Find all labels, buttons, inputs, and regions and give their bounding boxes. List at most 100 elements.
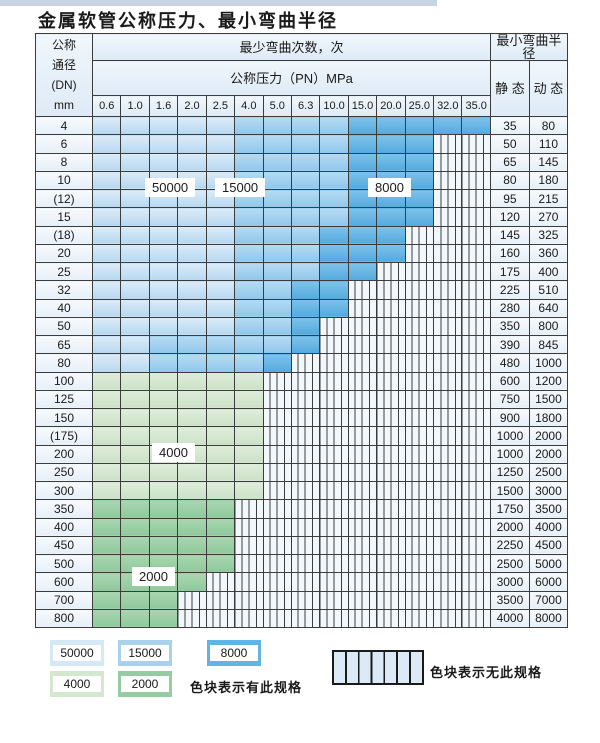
pressure-col-5.0: 5.0	[262, 95, 292, 117]
spec-cell	[120, 152, 150, 172]
spec-cell	[120, 426, 150, 446]
spec-cell	[177, 225, 207, 245]
dynamic-radius-cell: 2000	[528, 426, 568, 446]
nospec-cell	[376, 371, 406, 391]
nospec-cell	[319, 480, 349, 501]
spec-cell	[262, 353, 292, 373]
nospec-cell	[461, 608, 491, 629]
pressure-col-1.0: 1.0	[120, 95, 150, 117]
dynamic-radius-cell: 1000	[528, 353, 568, 373]
spec-cell	[177, 353, 207, 373]
spec-cell	[148, 608, 179, 629]
nospec-cell	[461, 334, 491, 355]
spec-cell	[205, 389, 236, 410]
spec-cell	[205, 499, 236, 519]
nospec-cell	[461, 170, 491, 191]
spec-cell	[290, 207, 321, 227]
spec-cell	[205, 298, 236, 318]
dn-cell: (18)	[35, 225, 93, 245]
table-row-dn-(175): (175) 1000 2000	[35, 426, 568, 446]
spec-cell	[347, 152, 378, 172]
static-radius-cell: 750	[489, 389, 530, 410]
spec-cell	[148, 371, 179, 391]
spec-cell	[290, 298, 321, 318]
pressure-col-1.6: 1.6	[148, 95, 179, 117]
spec-cell	[120, 462, 150, 483]
nospec-cell	[404, 517, 435, 537]
spec-cell	[148, 590, 179, 610]
corner-line-3: (DN)	[51, 78, 77, 92]
spec-cell	[120, 280, 150, 300]
spec-cell	[120, 334, 150, 355]
pressure-header: 公称压力（PN）MPa	[92, 60, 491, 96]
spec-cell	[120, 371, 150, 391]
dynamic-radius-cell: 7000	[528, 590, 568, 610]
spec-cell	[177, 152, 207, 172]
nospec-cell	[433, 426, 463, 446]
legend-has-spec-note: 色块表示有此规格	[190, 680, 303, 695]
nospec-cell	[262, 535, 292, 556]
nospec-cell	[433, 316, 463, 337]
spec-cell	[205, 225, 236, 245]
dn-cell: 800	[35, 608, 93, 629]
nospec-cell	[262, 462, 292, 483]
nospec-cell	[290, 499, 321, 519]
spec-cell	[376, 115, 406, 136]
spec-cell	[205, 243, 236, 264]
dynamic-radius-cell: 4000	[528, 517, 568, 537]
static-radius-cell: 600	[489, 371, 530, 391]
spec-cell	[205, 535, 236, 556]
spec-cell	[376, 134, 406, 154]
nospec-cell	[433, 590, 463, 610]
spec-cell	[148, 115, 179, 136]
nospec-cell	[461, 517, 491, 537]
nospec-cell	[404, 407, 435, 428]
table-row-dn-(12): (12) 95 215	[35, 188, 568, 209]
static-radius-cell: 900	[489, 407, 530, 428]
spec-cell	[262, 207, 292, 227]
nospec-cell	[205, 608, 236, 629]
nospec-cell	[347, 572, 378, 592]
legend-swatch-50000: 50000	[50, 640, 104, 666]
nospec-cell	[404, 426, 435, 446]
static-radius-cell: 1500	[489, 480, 530, 501]
nospec-cell	[290, 389, 321, 410]
nospec-cell	[177, 590, 207, 610]
nospec-cell	[290, 426, 321, 446]
nospec-cell	[234, 572, 264, 592]
nospec-cell	[461, 462, 491, 483]
spec-cell	[205, 334, 236, 355]
cycles-header: 最少弯曲次数，次	[92, 33, 491, 61]
dynamic-radius-cell: 325	[528, 225, 568, 245]
spec-cell	[319, 188, 349, 209]
nospec-cell	[290, 480, 321, 501]
nospec-cell	[234, 517, 264, 537]
spec-cell	[177, 553, 207, 574]
spec-cell	[234, 316, 264, 337]
nospec-cell	[461, 389, 491, 410]
dn-cell: 15	[35, 207, 93, 227]
nospec-cell	[234, 608, 264, 629]
nospec-cell	[262, 480, 292, 501]
nospec-cell	[177, 608, 207, 629]
spec-cell	[148, 389, 179, 410]
legend-label-8000: 8000	[210, 645, 258, 661]
nospec-cell	[433, 553, 463, 574]
spec-cell	[319, 170, 349, 191]
nospec-cell	[433, 225, 463, 245]
spec-cell	[290, 243, 321, 264]
spec-cell	[205, 480, 236, 501]
nospec-cell	[433, 353, 463, 373]
legend-label-4000: 4000	[53, 676, 101, 692]
table-row-dn-65: 65 390 845	[35, 334, 568, 355]
nospec-cell	[319, 389, 349, 410]
static-radius-cell: 480	[489, 353, 530, 373]
spec-cell	[404, 134, 435, 154]
table-row-dn-500: 500 2500 5000	[35, 553, 568, 574]
dn-cell: 150	[35, 407, 93, 428]
nospec-cell	[433, 444, 463, 464]
spec-cell	[234, 389, 264, 410]
nospec-cell	[290, 407, 321, 428]
spec-cell	[234, 407, 264, 428]
static-header: 静 态	[489, 60, 530, 117]
